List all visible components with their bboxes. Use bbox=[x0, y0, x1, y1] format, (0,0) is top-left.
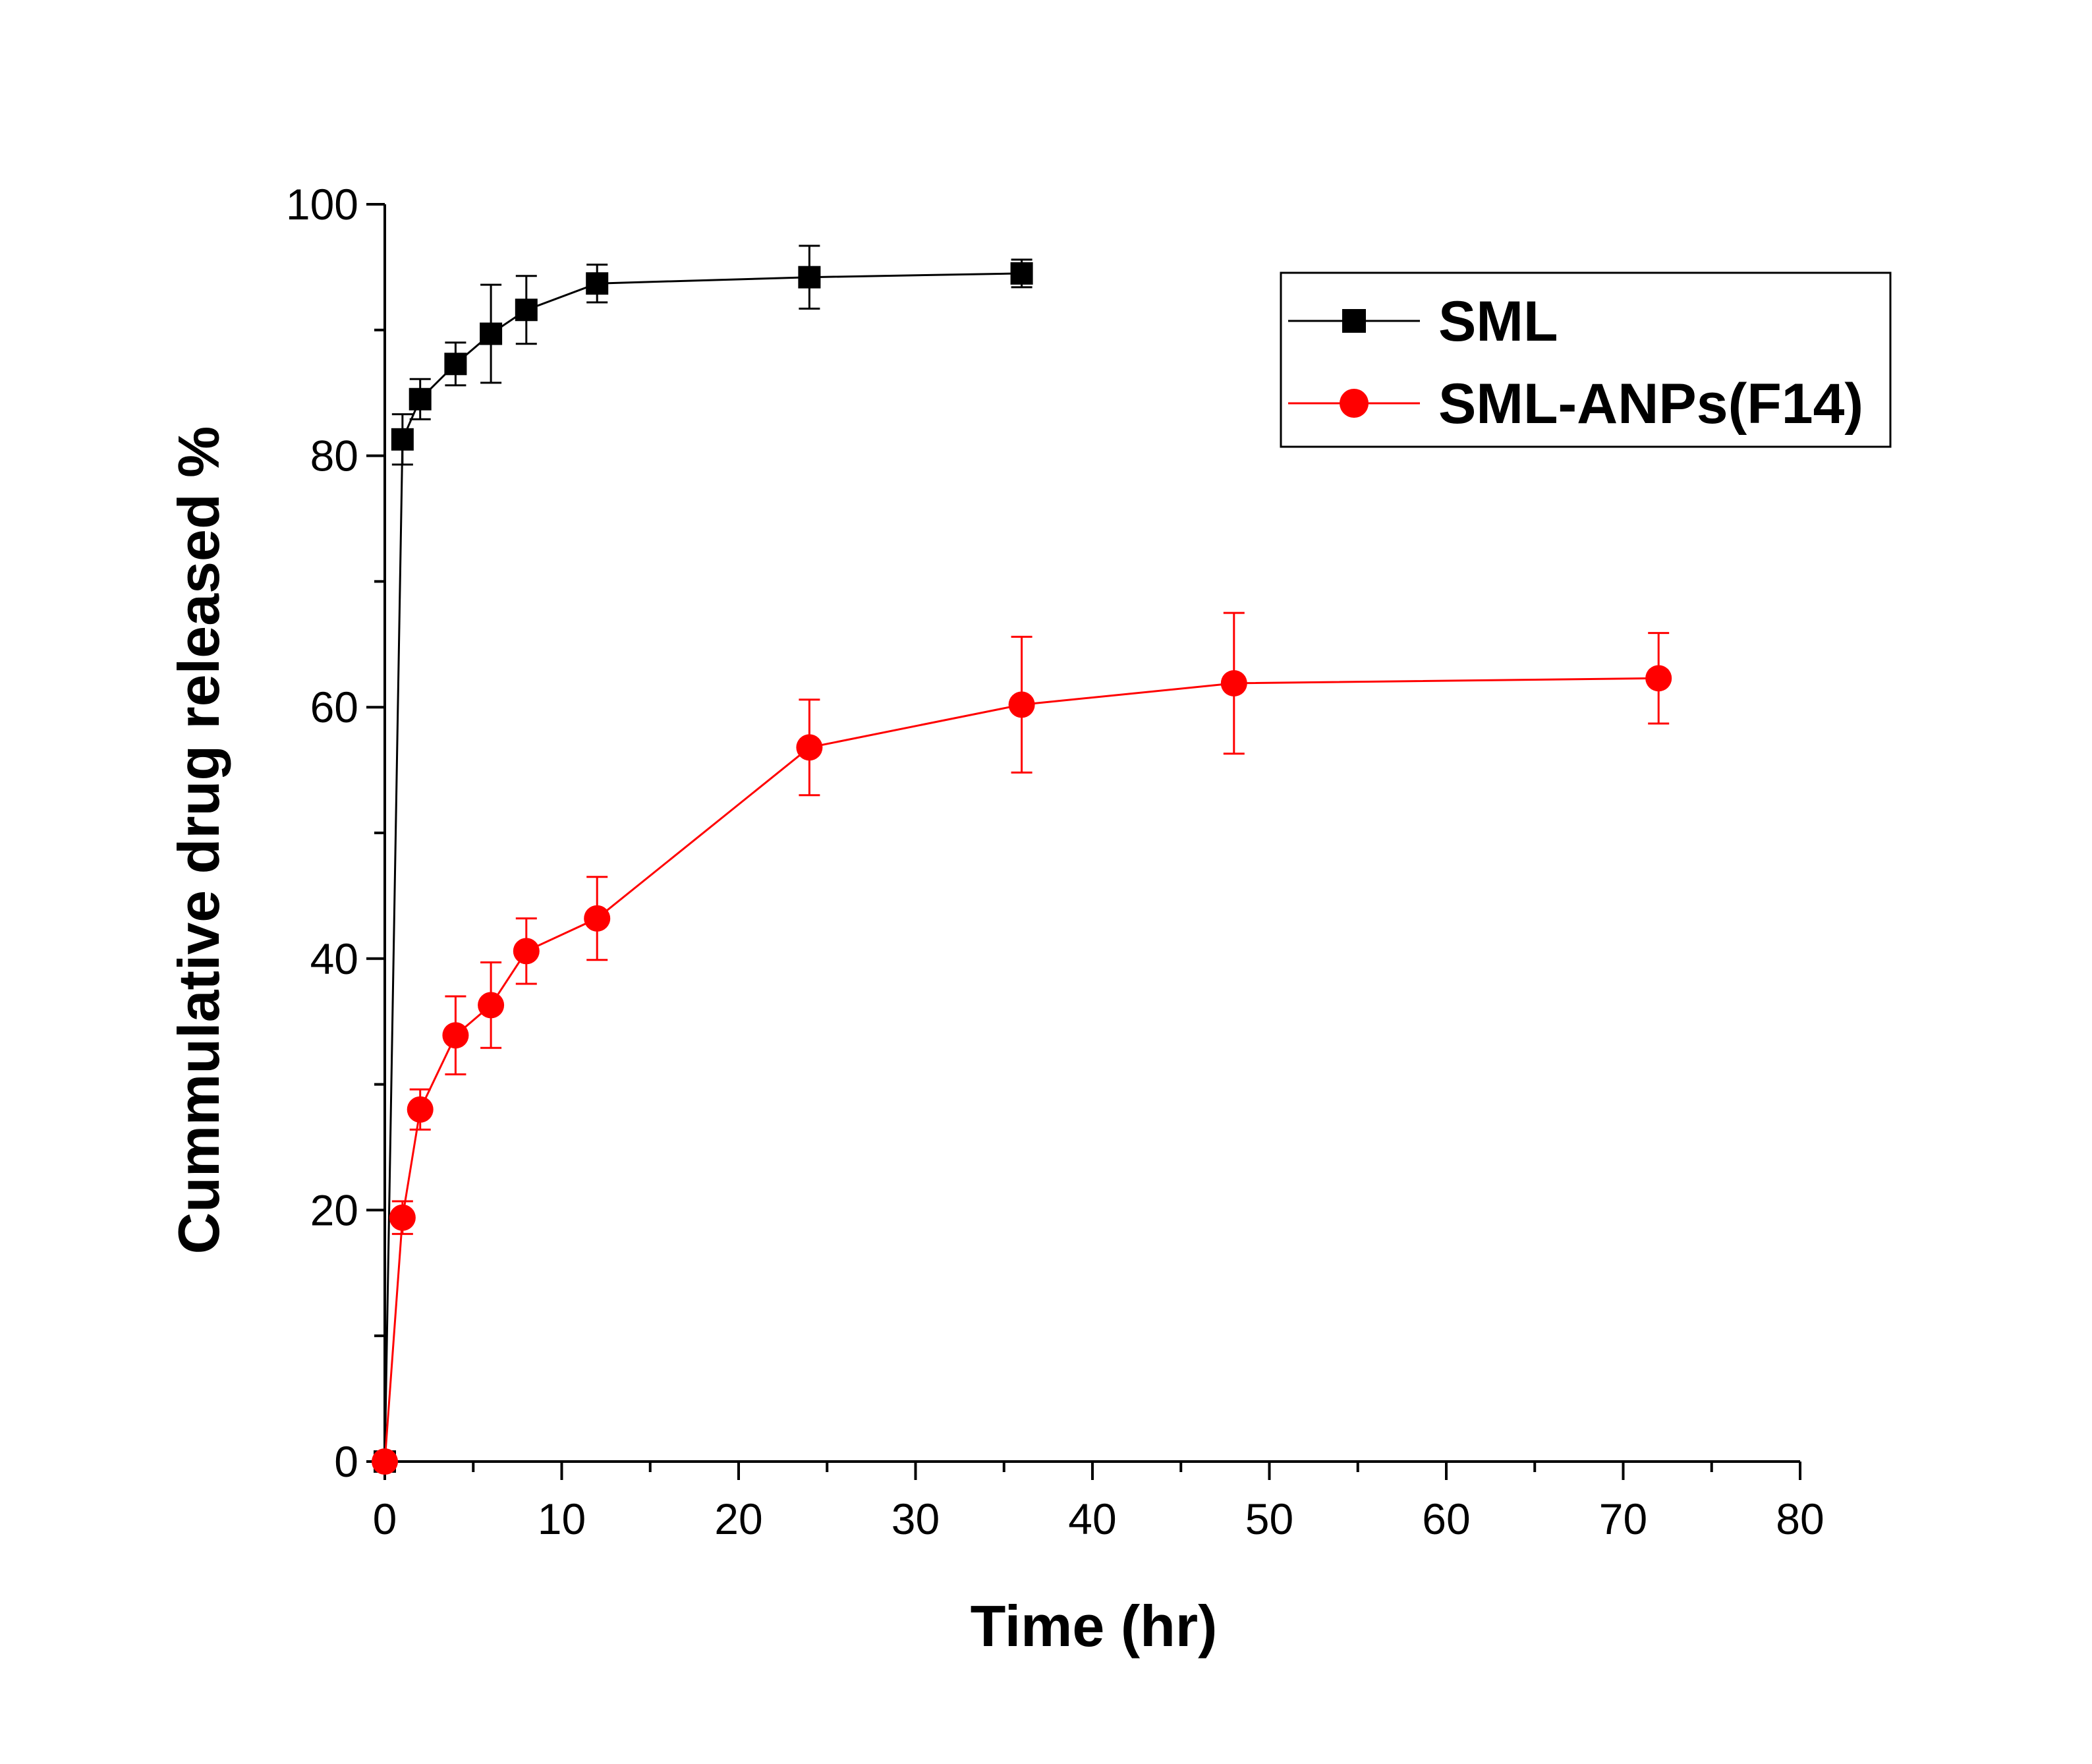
y-tick-label: 40 bbox=[310, 934, 358, 983]
data-point bbox=[1010, 262, 1033, 285]
x-tick-label: 50 bbox=[1245, 1494, 1293, 1543]
legend-marker-sml-anps bbox=[1340, 389, 1369, 418]
data-point bbox=[584, 905, 611, 932]
x-tick-label: 30 bbox=[891, 1494, 940, 1543]
x-tick-label: 70 bbox=[1599, 1494, 1647, 1543]
data-point bbox=[796, 734, 823, 761]
data-point bbox=[480, 322, 503, 345]
x-axis-title: Time (hr) bbox=[971, 1593, 1218, 1659]
data-point bbox=[407, 1096, 434, 1123]
data-point bbox=[478, 992, 505, 1019]
data-series bbox=[372, 244, 1672, 1475]
x-tick-label: 0 bbox=[373, 1494, 397, 1543]
data-point bbox=[442, 1022, 469, 1049]
data-point bbox=[372, 1448, 398, 1475]
x-tick-label: 40 bbox=[1068, 1494, 1116, 1543]
data-point bbox=[586, 272, 609, 295]
data-point bbox=[1220, 669, 1247, 697]
data-point bbox=[513, 938, 540, 965]
x-tick-label: 80 bbox=[1776, 1494, 1824, 1543]
data-point bbox=[444, 353, 467, 376]
y-tick-label: 80 bbox=[310, 432, 358, 480]
y-tick-label: 100 bbox=[286, 180, 358, 229]
legend-box bbox=[1280, 271, 1892, 448]
legend: SML SML-ANPs(F14) bbox=[1280, 271, 1892, 448]
y-axis-title: Cummulative drug released % bbox=[166, 426, 231, 1255]
legend-marker-sml bbox=[1342, 309, 1366, 333]
data-point bbox=[391, 428, 414, 451]
data-point bbox=[515, 299, 538, 322]
legend-label-sml-anps: SML-ANPs(F14) bbox=[1438, 372, 1863, 436]
data-point bbox=[389, 1204, 416, 1231]
x-tick-label: 20 bbox=[714, 1494, 762, 1543]
legend-label-sml: SML bbox=[1438, 290, 1558, 353]
data-point bbox=[409, 387, 432, 411]
data-point bbox=[798, 266, 821, 289]
y-tick-label: 0 bbox=[334, 1437, 358, 1486]
data-point bbox=[1645, 665, 1672, 692]
data-point bbox=[1008, 691, 1035, 718]
axis-tick-labels: 0 10 20 30 40 50 60 70 80 0 20 40 60 80 100 bbox=[286, 180, 1824, 1543]
y-tick-label: 20 bbox=[310, 1185, 358, 1234]
series-sml-anps bbox=[372, 612, 1672, 1475]
x-tick-label: 10 bbox=[538, 1494, 586, 1543]
y-tick-label: 60 bbox=[310, 683, 358, 731]
x-tick-label: 60 bbox=[1422, 1494, 1470, 1543]
